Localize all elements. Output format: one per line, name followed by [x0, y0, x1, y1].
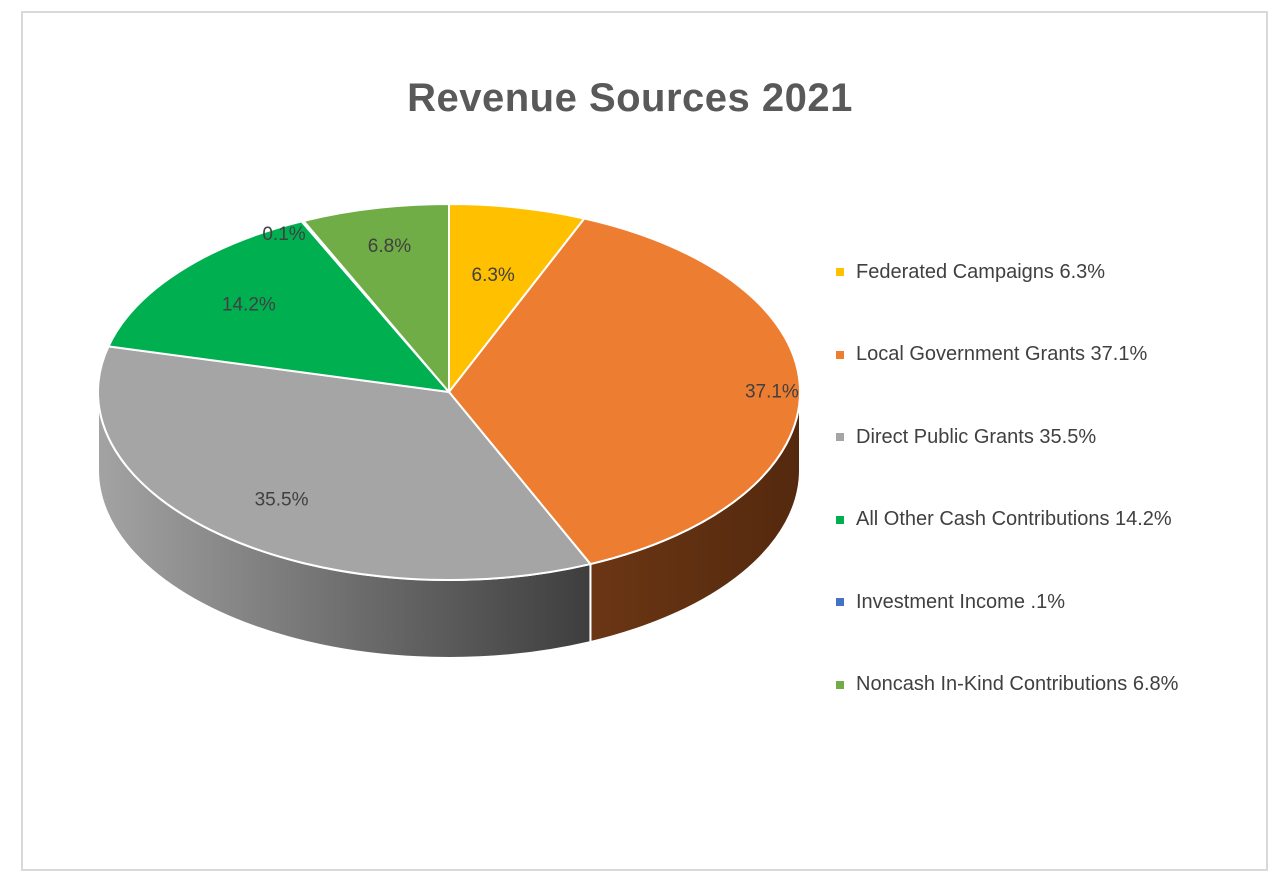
- chart-title: Revenue Sources 2021: [407, 76, 853, 120]
- pie-top-slices: [97, 202, 801, 581]
- legend-label: Federated Campaigns 6.3%: [856, 260, 1106, 283]
- legend-swatch: [836, 598, 844, 606]
- data-label-noncash-in-kind-contributions: 6.8%: [368, 236, 411, 257]
- legend-item-investment-income: Investment Income .1%: [836, 588, 1065, 616]
- legend-label: Noncash In-Kind Contributions 6.8%: [856, 673, 1179, 695]
- legend-label: Direct Public Grants 35.5%: [856, 425, 1097, 448]
- data-label-all-other-cash-contributions: 14.2%: [222, 294, 276, 315]
- pie-slice-direct-public-grants: [97, 345, 593, 581]
- legend-item-all-other-cash-contributions: All Other Cash Contributions 14.2%: [836, 506, 1172, 534]
- legend-item-direct-public-grants: Direct Public Grants 35.5%: [836, 423, 1096, 451]
- legend-swatch: [836, 350, 844, 359]
- data-label-federated-campaigns: 6.3%: [472, 265, 515, 286]
- legend-label: All Other Cash Contributions 14.2%: [856, 508, 1172, 530]
- legend-item-federated-campaigns: Federated Campaigns 6.3%: [836, 258, 1105, 286]
- pie-slice-noncash-in-kind-contributions: [301, 202, 450, 395]
- pie-slice-federated-campaigns: [448, 202, 587, 395]
- legend-label: Local Government Grants 37.1%: [856, 343, 1148, 365]
- legend-swatch: [836, 515, 844, 524]
- legend-label: Investment Income .1%: [856, 590, 1065, 613]
- data-label-direct-public-grants: 35.5%: [255, 489, 309, 510]
- pie-slice-all-other-cash-contributions: [107, 220, 452, 394]
- pie-slice-local-government-grants: [447, 217, 801, 566]
- data-label-investment-income: 0.1%: [262, 224, 305, 245]
- legend-swatch: [836, 433, 844, 441]
- data-label-local-government-grants: 37.1%: [745, 381, 799, 402]
- pie-data-labels: 6.3% 37.1% 35.5% 14.2% 0.1% 6.8%: [222, 224, 799, 510]
- legend-item-local-government-grants: Local Government Grants 37.1%: [836, 341, 1147, 369]
- legend-swatch: [836, 268, 844, 276]
- legend-swatch: [836, 680, 844, 689]
- legend-item-noncash-in-kind-contributions: Noncash In-Kind Contributions 6.8%: [836, 671, 1178, 699]
